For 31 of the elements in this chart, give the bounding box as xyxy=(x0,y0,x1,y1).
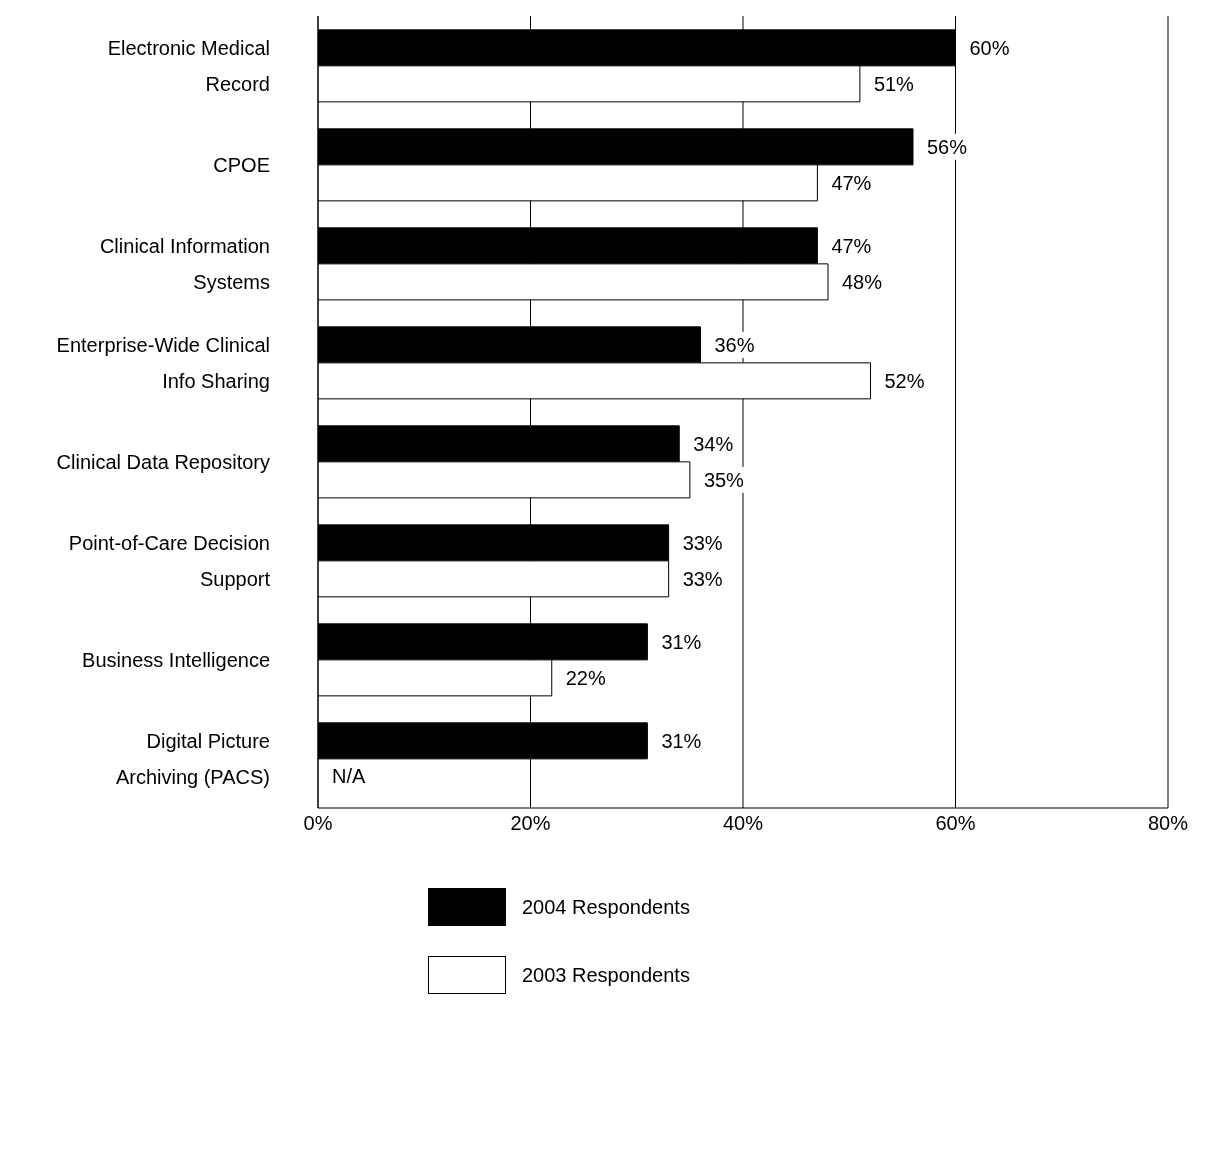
y-tick-label: Business Intelligence xyxy=(82,648,270,671)
x-tick-label: 80% xyxy=(1147,812,1189,835)
data-label: 52% xyxy=(884,369,925,392)
data-label: 33% xyxy=(682,531,723,554)
data-label: 31% xyxy=(661,729,702,752)
data-label: 56% xyxy=(927,135,968,158)
data-label: 22% xyxy=(565,666,606,689)
legend-label: 2003 Respondents xyxy=(522,963,690,987)
y-tick-label: Clinical Data Repository xyxy=(56,450,270,473)
data-label: 33% xyxy=(682,567,723,590)
data-label: 48% xyxy=(842,270,883,293)
data-label: 35% xyxy=(703,468,745,491)
y-tick-label: CPOE xyxy=(213,153,270,176)
data-label: 60% xyxy=(969,36,1010,59)
y-tick-label: Digital Picture Archiving (PACS) xyxy=(115,729,270,788)
x-tick-label: 40% xyxy=(722,812,764,835)
y-tick-label: Enterprise-Wide Clinical Info Sharing xyxy=(56,333,270,392)
y-tick-label: Point-of-Care Decision Support xyxy=(68,531,271,590)
data-label: 34% xyxy=(693,432,734,455)
x-tick-label: 60% xyxy=(935,812,976,835)
y-tick-label: Electronic Medical Record xyxy=(107,36,270,95)
legend-label: 2004 Respondents xyxy=(522,895,690,919)
data-label: 51% xyxy=(873,72,915,95)
x-tick-label: 0% xyxy=(303,812,333,835)
data-label: 31% xyxy=(661,630,702,653)
text: N/A xyxy=(332,765,366,788)
data-label: 47% xyxy=(831,171,872,194)
data-label: 36% xyxy=(714,333,755,356)
data-label: 47% xyxy=(831,234,872,257)
x-tick-label: 20% xyxy=(510,812,551,835)
y-tick-label: Clinical Information Systems xyxy=(99,234,270,293)
